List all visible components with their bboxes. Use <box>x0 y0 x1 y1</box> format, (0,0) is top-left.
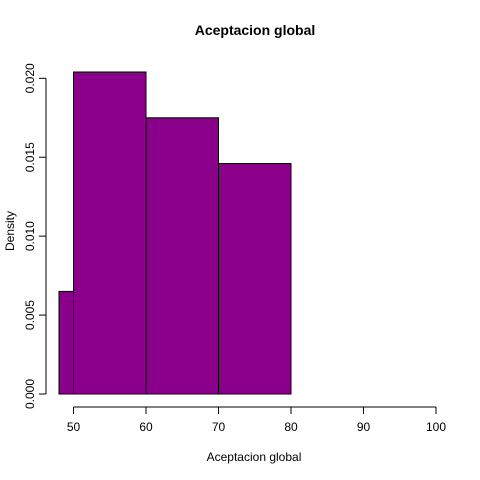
histogram-bar-2 <box>145 117 219 395</box>
x-tick-label-4: 90 <box>357 420 371 434</box>
histogram-bar-0 <box>58 290 74 395</box>
y-tick-label-4: 0.020 <box>23 63 37 93</box>
histogram-bars <box>58 71 292 395</box>
y-tick-label-1: 0.005 <box>23 300 37 330</box>
x-tick-label-3: 80 <box>284 420 298 434</box>
y-tick-label-0: 0.000 <box>23 379 37 409</box>
x-axis: 50 60 70 80 90 100 <box>67 406 446 434</box>
x-axis-label: Aceptacion global <box>207 450 302 464</box>
chart-title: Aceptacion global <box>195 22 316 38</box>
histogram-bar-1 <box>73 71 147 395</box>
y-axis: 0.000 0.005 0.010 0.015 0.020 <box>23 63 47 409</box>
y-tick-label-2: 0.010 <box>23 221 37 251</box>
x-tick-label-2: 70 <box>212 420 226 434</box>
y-axis-label: Density <box>3 211 17 251</box>
x-tick-label-5: 100 <box>426 420 446 434</box>
y-tick-label-3: 0.015 <box>23 142 37 172</box>
x-tick-label-1: 60 <box>139 420 153 434</box>
histogram-bar-3 <box>218 163 292 395</box>
x-tick-label-0: 50 <box>67 420 81 434</box>
